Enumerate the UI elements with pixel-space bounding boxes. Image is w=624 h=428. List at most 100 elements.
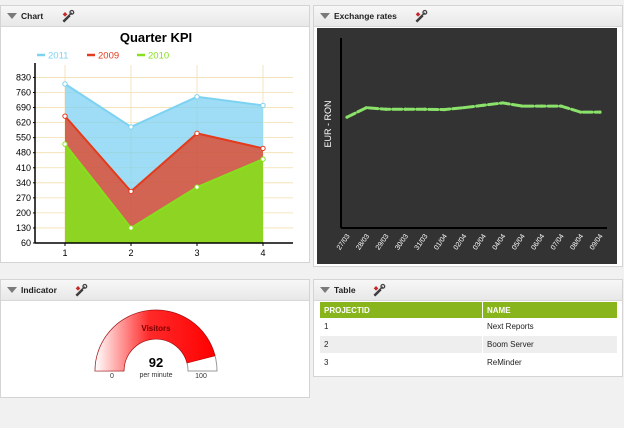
table-header-row: PROJECTID NAME bbox=[320, 302, 618, 318]
rate-point bbox=[403, 107, 407, 111]
x-tick-label: 1 bbox=[62, 248, 67, 258]
data-point bbox=[62, 141, 68, 147]
y-tick-label: 830 bbox=[16, 72, 31, 82]
data-point bbox=[128, 188, 134, 195]
collapse-arrow-icon[interactable] bbox=[7, 287, 17, 293]
data-point bbox=[260, 145, 266, 152]
y-tick-label: 200 bbox=[16, 208, 31, 218]
x-tick-label: 29/03 bbox=[375, 233, 391, 251]
y-tick-label: 550 bbox=[16, 133, 31, 143]
legend-label: 2010 bbox=[148, 51, 169, 62]
settings-tools-icon[interactable] bbox=[413, 9, 428, 24]
collapse-arrow-icon[interactable] bbox=[7, 13, 17, 19]
table-row[interactable]: 3 ReMinder bbox=[320, 353, 618, 372]
collapse-arrow-icon[interactable] bbox=[320, 13, 330, 19]
indicator-panel: Indicator Visitors 92 per minute 0 100 bbox=[0, 279, 310, 398]
x-tick-label: 01/04 bbox=[433, 233, 449, 251]
chart-panel-header: Chart bbox=[1, 6, 309, 27]
table-cell-projectid: 2 bbox=[320, 335, 483, 354]
indicator-panel-title: Indicator bbox=[21, 285, 57, 295]
data-point bbox=[128, 124, 134, 130]
exchange-rate-chart: EUR - RON 27/03 28/03 29/03 30/03 31/03 01/04… bbox=[323, 38, 607, 252]
rate-point bbox=[384, 107, 388, 111]
area-series-2010 bbox=[65, 144, 263, 243]
y-tick-label: 340 bbox=[16, 178, 31, 188]
data-point bbox=[62, 81, 68, 87]
line-series-2010 bbox=[64, 143, 264, 230]
data-point bbox=[194, 184, 200, 190]
table-row[interactable]: 2 Boom Server bbox=[320, 335, 618, 354]
gauge-value: 92 bbox=[149, 355, 163, 370]
collapse-arrow-icon[interactable] bbox=[320, 287, 330, 293]
y-tick-label: 620 bbox=[16, 118, 31, 128]
data-point bbox=[194, 94, 200, 100]
column-header-projectid[interactable]: PROJECTID bbox=[320, 302, 483, 318]
settings-tools-icon[interactable] bbox=[73, 283, 88, 298]
y-tick-label: 410 bbox=[16, 163, 31, 173]
table-panel-title: Table bbox=[334, 285, 356, 295]
x-tick-label: 27/03 bbox=[336, 233, 352, 251]
line-series-2011 bbox=[64, 83, 264, 129]
x-tick-label: 28/03 bbox=[355, 233, 371, 251]
y-tick-label: 270 bbox=[16, 193, 31, 203]
settings-tools-icon[interactable] bbox=[371, 283, 386, 298]
gauge-label: Visitors bbox=[141, 324, 171, 333]
rate-point bbox=[540, 104, 544, 108]
table-cell-name: Boom Server bbox=[482, 335, 618, 354]
x-tick-label: 31/03 bbox=[414, 233, 430, 251]
table-cell-name: ReMinder bbox=[482, 353, 618, 372]
x-tick-label: 07/04 bbox=[550, 233, 566, 251]
rate-point bbox=[559, 104, 563, 108]
rate-point bbox=[501, 101, 505, 105]
y-tick-label: 760 bbox=[16, 88, 31, 98]
projects-table: PROJECTID NAME 1 Next Reports 2 Boom Ser… bbox=[320, 302, 618, 372]
y-tick-label: 480 bbox=[16, 148, 31, 158]
exchange-panel-header: Exchange rates bbox=[314, 6, 622, 27]
data-point bbox=[260, 102, 266, 109]
data-point bbox=[194, 130, 200, 137]
data-point bbox=[62, 113, 68, 119]
exchange-panel-title: Exchange rates bbox=[334, 11, 397, 21]
column-header-name[interactable]: NAME bbox=[482, 302, 618, 318]
table-panel: Table PROJECTID NAME 1 Next Reports 2 Bo… bbox=[313, 279, 623, 377]
gauge-max: 100 bbox=[195, 373, 207, 380]
y-tick-label: 130 bbox=[16, 223, 31, 233]
rate-point bbox=[423, 107, 427, 111]
exchange-chart-area: EUR - RON 27/03 28/03 29/03 30/03 31/03 01/04… bbox=[317, 28, 617, 264]
table-row[interactable]: 1 Next Reports bbox=[320, 318, 618, 336]
data-point bbox=[260, 156, 266, 162]
y-tick-label: 60 bbox=[21, 238, 31, 248]
x-tick-label: 06/04 bbox=[530, 233, 546, 251]
x-tick-label: 3 bbox=[194, 248, 199, 258]
legend-label: 2009 bbox=[98, 51, 119, 62]
table-cell-projectid: 3 bbox=[320, 353, 483, 372]
settings-tools-icon[interactable] bbox=[60, 9, 75, 24]
rate-point bbox=[345, 115, 349, 119]
rate-point bbox=[442, 107, 446, 112]
rate-point bbox=[598, 110, 602, 114]
chart-panel: Chart Quarter KPI 60 130 200 270 340 410 480 55… bbox=[0, 5, 310, 263]
x-tick-label: 03/04 bbox=[472, 233, 488, 251]
rate-point bbox=[520, 104, 524, 108]
table-cell-name: Next Reports bbox=[482, 318, 618, 336]
y-tick-label: 690 bbox=[16, 103, 31, 113]
rate-point bbox=[364, 106, 369, 110]
line-series-2009 bbox=[64, 115, 264, 193]
rate-line bbox=[345, 101, 602, 119]
x-tick-label: 2 bbox=[128, 248, 133, 258]
y-axis-label: EUR - RON bbox=[323, 101, 333, 148]
rate-point bbox=[462, 106, 466, 110]
x-tick-label: 02/04 bbox=[453, 233, 469, 251]
gauge-unit: per minute bbox=[139, 372, 172, 379]
rate-point bbox=[578, 110, 583, 114]
x-tick-label: 04/04 bbox=[492, 233, 508, 251]
x-tick-label: 30/03 bbox=[394, 233, 410, 251]
indicator-panel-header: Indicator bbox=[1, 280, 309, 301]
x-tick-label: 08/04 bbox=[569, 233, 585, 251]
gauge-fill bbox=[94, 309, 216, 372]
x-tick-label: 4 bbox=[260, 248, 265, 258]
quarter-kpi-chart: Quarter KPI 60 130 200 270 340 410 480 550 620 69… bbox=[16, 30, 293, 258]
data-point bbox=[128, 225, 134, 231]
table-cell-projectid: 1 bbox=[320, 318, 483, 336]
rate-point bbox=[481, 103, 485, 107]
